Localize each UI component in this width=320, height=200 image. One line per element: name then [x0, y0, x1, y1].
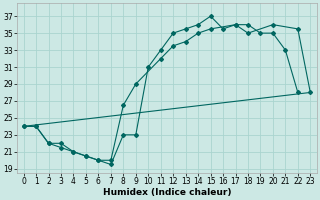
X-axis label: Humidex (Indice chaleur): Humidex (Indice chaleur): [103, 188, 231, 197]
